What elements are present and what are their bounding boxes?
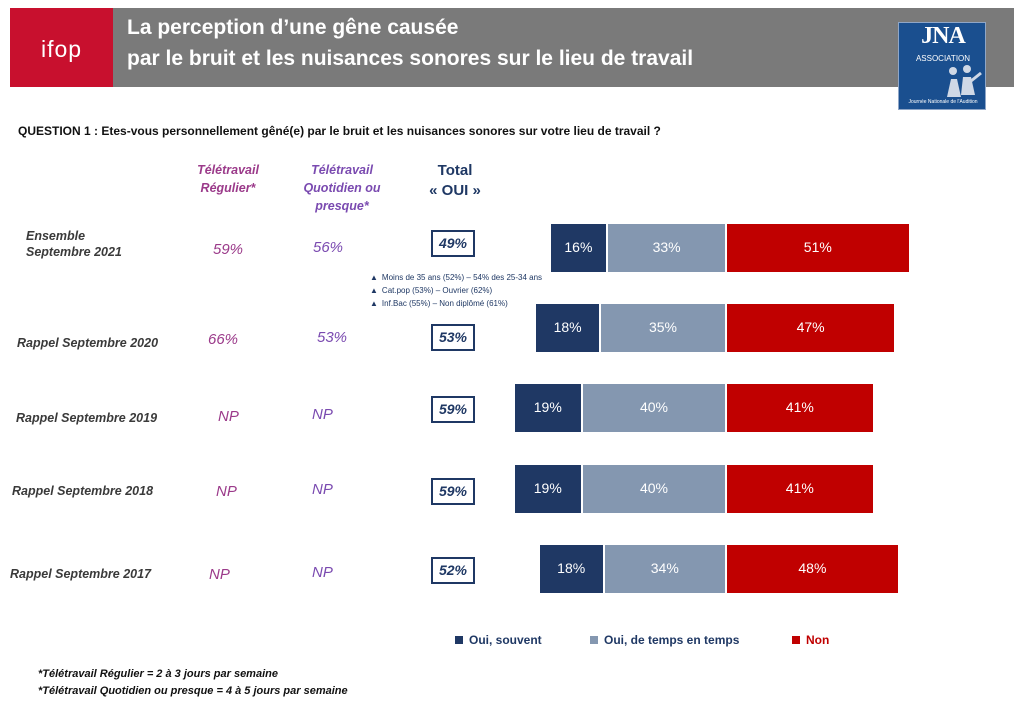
teletravail-regulier-value: 59% bbox=[213, 241, 244, 258]
title-banner bbox=[10, 8, 1014, 87]
legend-label: Oui, souvent bbox=[469, 633, 542, 647]
teletravail-regulier-value: NP bbox=[209, 566, 230, 583]
triangle-up-icon: ▲ bbox=[370, 273, 378, 282]
bar-segment-oui-temps: 40% bbox=[583, 465, 725, 513]
bar-segment-non: 47% bbox=[727, 304, 895, 352]
column-header-line: presque* bbox=[315, 199, 369, 213]
bar-segment-label: 40% bbox=[639, 399, 669, 415]
teletravail-quotidien-value: NP bbox=[312, 564, 333, 581]
bar-segment-label: 47% bbox=[796, 319, 825, 335]
bar-segment-label: 33% bbox=[652, 239, 681, 255]
bar-segment-oui-souvent: 19% bbox=[514, 465, 581, 513]
row-label: Rappel Septembre 2020 bbox=[17, 336, 158, 350]
column-header-line: « OUI » bbox=[429, 182, 481, 199]
jna-logo-subtext: ASSOCIATION bbox=[915, 54, 971, 63]
jna-logo-caption: Journée Nationale de l'Audition bbox=[908, 99, 978, 105]
bar-segment-non: 51% bbox=[727, 224, 909, 272]
teletravail-regulier-value: 66% bbox=[208, 331, 239, 348]
bar-segment-label: 41% bbox=[785, 399, 814, 415]
bar-segment-label: 40% bbox=[639, 480, 669, 496]
teletravail-regulier-value: NP bbox=[216, 483, 237, 500]
bar-segment-oui-temps: 34% bbox=[604, 545, 725, 593]
row-label-line: Rappel Septembre 2020 bbox=[17, 336, 159, 350]
row-label: Ensemble Septembre 2021 bbox=[26, 229, 122, 259]
column-header-line: Total bbox=[437, 162, 473, 179]
bar-segment-oui-temps: 35% bbox=[601, 304, 725, 352]
subgroup-note: ▲ Moins de 35 ans (52%) – 54% des 25-34 a… bbox=[370, 273, 542, 282]
bar-segment-non: 48% bbox=[727, 545, 898, 593]
legend-item-oui-temps: Oui, de temps en temps bbox=[590, 633, 739, 647]
teletravail-regulier-value: NP bbox=[218, 408, 239, 425]
ifop-logo: ifop bbox=[10, 8, 113, 87]
bar-segment-oui-souvent: 18% bbox=[536, 304, 599, 352]
teletravail-quotidien-value: 56% bbox=[313, 239, 344, 256]
legend-swatch bbox=[455, 636, 463, 644]
legend-item-non: Non bbox=[792, 633, 829, 647]
row-label-line: Rappel Septembre 2017 bbox=[10, 567, 152, 581]
subgroup-note: ▲ Inf.Bac (55%) – Non diplômé (61%) bbox=[370, 299, 508, 308]
bar-segment-label: 41% bbox=[785, 480, 814, 496]
column-header-line: Régulier* bbox=[200, 181, 256, 195]
bar-segment-label: 18% bbox=[553, 319, 582, 335]
column-header-line: Quotidien ou bbox=[303, 181, 381, 195]
bar-segment-label: 48% bbox=[798, 560, 827, 576]
row-label-line: Rappel Septembre 2018 bbox=[12, 484, 154, 498]
bar-segment-label: 19% bbox=[533, 480, 562, 496]
triangle-up-icon: ▲ bbox=[370, 299, 378, 308]
bar-segment-label: 35% bbox=[648, 319, 678, 335]
legend-swatch bbox=[792, 636, 800, 644]
column-header-teletravail-regulier: Télétravail Régulier* bbox=[178, 161, 278, 197]
column-header-total-oui: Total « OUI » bbox=[420, 161, 490, 201]
teletravail-quotidien-value: NP bbox=[312, 406, 333, 423]
bar-segment-label: 16% bbox=[564, 239, 593, 255]
subgroup-note-text: Inf.Bac (55%) – Non diplômé (61%) bbox=[381, 299, 508, 308]
legend-label: Oui, de temps en temps bbox=[604, 633, 740, 647]
teletravail-quotidien-value: NP bbox=[312, 481, 333, 498]
bar-segment-oui-souvent: 18% bbox=[539, 545, 603, 593]
total-oui-box: 49% bbox=[431, 230, 475, 257]
legend-label: Non bbox=[806, 633, 830, 647]
column-header-teletravail-quotidien: Télétravail Quotidien ou presque* bbox=[286, 161, 398, 215]
total-oui-box: 59% bbox=[431, 396, 475, 423]
bar-segment-non: 41% bbox=[727, 384, 873, 432]
question-text: QUESTION 1 : Etes-vous personnellement g… bbox=[18, 124, 661, 138]
subgroup-note-text: Moins de 35 ans (52%) – 54% des 25-34 an… bbox=[381, 273, 543, 282]
column-header-line: Télétravail bbox=[311, 163, 373, 177]
subgroup-note-text: Cat.pop (53%) – Ouvrier (62%) bbox=[381, 286, 493, 295]
total-oui-box: 52% bbox=[431, 557, 475, 584]
bar-segment-oui-souvent: 16% bbox=[550, 224, 607, 272]
bar-segment-label: 18% bbox=[557, 560, 586, 576]
page-title-line-2: par le bruit et les nuisances sonores su… bbox=[127, 47, 694, 70]
row-label: Rappel Septembre 2017 bbox=[10, 567, 151, 581]
total-oui-box: 59% bbox=[431, 478, 475, 505]
bar-segment-label: 51% bbox=[803, 239, 832, 255]
teletravail-quotidien-value: 53% bbox=[317, 329, 348, 346]
bar-segment-non: 41% bbox=[727, 465, 873, 513]
jna-logo-text: JNA bbox=[921, 23, 966, 49]
subgroup-note: ▲ Cat.pop (53%) – Ouvrier (62%) bbox=[370, 286, 492, 295]
row-label: Rappel Septembre 2019 bbox=[16, 411, 157, 425]
page-title-line-1: La perception d’une gêne causée bbox=[127, 16, 459, 39]
row-label-line: Ensemble bbox=[26, 229, 86, 243]
legend-item-oui-souvent: Oui, souvent bbox=[455, 633, 542, 647]
footnote-regulier: *Télétravail Régulier = 2 à 3 jours par … bbox=[38, 668, 278, 680]
legend-swatch bbox=[590, 636, 598, 644]
row-label: Rappel Septembre 2018 bbox=[12, 484, 153, 498]
people-icon bbox=[947, 65, 982, 97]
jna-logo: JNA ASSOCIATION Journée Nationale de l'A… bbox=[898, 22, 986, 110]
column-header-line: Télétravail bbox=[197, 163, 259, 177]
bar-segment-label: 34% bbox=[650, 560, 679, 576]
bar-segment-label: 19% bbox=[533, 399, 562, 415]
bar-segment-oui-souvent: 19% bbox=[514, 384, 581, 432]
row-label-line: Septembre 2021 bbox=[26, 245, 122, 259]
ifop-logo-text: ifop bbox=[40, 36, 83, 62]
footnote-quotidien: *Télétravail Quotidien ou presque = 4 à … bbox=[38, 685, 348, 697]
triangle-up-icon: ▲ bbox=[370, 286, 378, 295]
total-oui-box: 53% bbox=[431, 324, 475, 351]
bar-segment-oui-temps: 33% bbox=[608, 224, 725, 272]
bar-segment-oui-temps: 40% bbox=[583, 384, 725, 432]
row-label-line: Rappel Septembre 2019 bbox=[16, 411, 158, 425]
